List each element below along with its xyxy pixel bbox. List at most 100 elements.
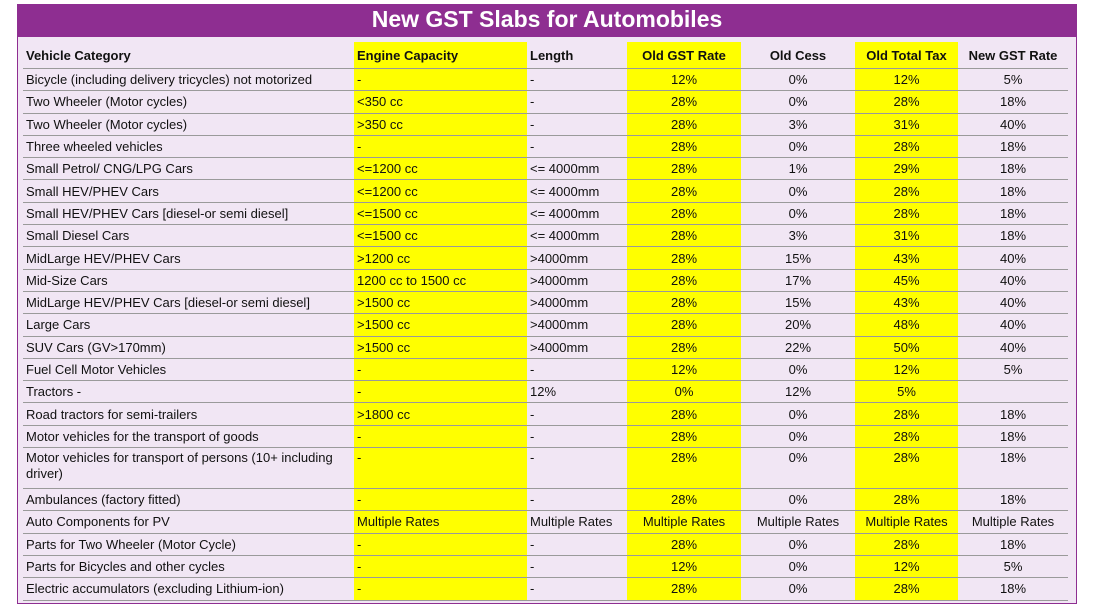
table-cell: 28%: [627, 402, 741, 426]
table-row: Motor vehicles for the transport of good…: [23, 425, 1068, 449]
table-cell: 28%: [627, 224, 741, 248]
table-cell: >1500 cc: [354, 336, 527, 359]
table-cell: 43%: [855, 291, 958, 315]
table-cell: 0%: [741, 533, 855, 556]
table-cell: Multiple Rates: [527, 510, 627, 534]
table-cell: >1200 cc: [354, 246, 527, 270]
table-cell: Parts for Bicycles and other cycles: [23, 555, 354, 579]
table-cell: Electric accumulators (excluding Lithium…: [23, 577, 354, 601]
table-cell: 28%: [627, 135, 741, 159]
table-cell: 40%: [958, 313, 1068, 337]
table-cell: Motor vehicles for the transport of good…: [23, 425, 354, 449]
table-cell: -: [354, 425, 527, 449]
table-cell: 12%: [855, 68, 958, 92]
table-row: Tractors - -12% 0% 12% 5%: [23, 380, 1068, 404]
page-title: New GST Slabs for Automobiles: [17, 4, 1077, 37]
table-cell: -: [354, 555, 527, 579]
table-cell: 0%: [741, 402, 855, 426]
table-cell: Bicycle (including delivery tricycles) n…: [23, 68, 354, 92]
column-header: Old GST Rate: [627, 42, 741, 69]
table-cell: Multiple Rates: [627, 510, 741, 534]
table-cell: 28%: [627, 269, 741, 292]
table-row: Electric accumulators (excluding Lithium…: [23, 577, 1068, 601]
table-cell: 18%: [958, 425, 1068, 449]
table-cell: >1500 cc: [354, 291, 527, 315]
table-cell: Three wheeled vehicles: [23, 135, 354, 159]
table-cell: Small HEV/PHEV Cars [diesel-or semi dies…: [23, 202, 354, 226]
table-cell: 20%: [741, 313, 855, 337]
table-cell: 0%: [741, 358, 855, 382]
table-cell: 45%: [855, 269, 958, 292]
table-cell: 0%: [627, 380, 741, 404]
table-cell: <= 4000mm: [527, 202, 627, 226]
table-cell: 5%: [958, 68, 1068, 92]
table-cell: 22%: [741, 336, 855, 359]
table-cell: -: [527, 447, 627, 490]
table-cell: 12%: [741, 380, 855, 404]
table-cell: [958, 380, 1068, 404]
table-cell: 28%: [627, 488, 741, 512]
table-cell: 3%: [741, 113, 855, 136]
table-cell: 0%: [741, 555, 855, 579]
table-cell: Small Petrol/ CNG/LPG Cars: [23, 157, 354, 181]
table-cell: 28%: [855, 90, 958, 114]
table-cell: -: [527, 68, 627, 92]
table-cell: 12%: [627, 555, 741, 579]
table-cell: >4000mm: [527, 291, 627, 315]
table-cell: 50%: [855, 336, 958, 359]
table-cell: Parts for Two Wheeler (Motor Cycle): [23, 533, 354, 556]
table-cell: -: [527, 577, 627, 601]
table-cell: 28%: [627, 202, 741, 226]
table-cell: >1500 cc: [354, 313, 527, 337]
column-header: Length: [527, 42, 627, 69]
table-cell: 0%: [741, 577, 855, 601]
table-cell: 18%: [958, 447, 1068, 490]
table-cell: 18%: [958, 577, 1068, 601]
table-cell: 29%: [855, 157, 958, 181]
table-cell: 12%: [627, 68, 741, 92]
table-row: Small Petrol/ CNG/LPG Cars <=1200 cc <= 40…: [23, 157, 1068, 181]
table-cell: 28%: [855, 135, 958, 159]
table-cell: 31%: [855, 224, 958, 248]
table-cell: >1800 cc: [354, 402, 527, 426]
table-row: Auto Components for PV Multiple Rates Mult…: [23, 510, 1068, 534]
table-row: Fuel Cell Motor Vehicles - -12% 0% 12% 5%: [23, 358, 1068, 382]
table-cell: 5%: [958, 358, 1068, 382]
column-header: Vehicle Category: [23, 42, 354, 69]
table-cell: <=1200 cc: [354, 157, 527, 181]
table-cell: 40%: [958, 336, 1068, 359]
table-cell: 18%: [958, 224, 1068, 248]
table-cell: 15%: [741, 291, 855, 315]
table-cell: 28%: [627, 291, 741, 315]
table-cell: 28%: [855, 179, 958, 203]
table-row: Parts for Bicycles and other cycles - -12%…: [23, 555, 1068, 579]
table-cell: Multiple Rates: [354, 510, 527, 534]
table-cell: -: [354, 447, 527, 490]
column-header: New GST Rate: [958, 42, 1068, 69]
table-cell: -: [527, 90, 627, 114]
table-cell: 28%: [855, 533, 958, 556]
table-cell: Two Wheeler (Motor cycles): [23, 90, 354, 114]
table-cell: >4000mm: [527, 336, 627, 359]
table-cell: 28%: [855, 402, 958, 426]
table-cell: SUV Cars (GV>170mm): [23, 336, 354, 359]
table-cell: 3%: [741, 224, 855, 248]
column-header: Old Total Tax: [855, 42, 958, 69]
table-row: Two Wheeler (Motor cycles) >350 cc -28% 3% 3…: [23, 113, 1068, 136]
table-cell: 0%: [741, 488, 855, 512]
table-cell: 17%: [741, 269, 855, 292]
table-row: Large Cars >1500 cc >4000mm 28% 20% 48% 40%: [23, 313, 1068, 337]
table-cell: Ambulances (factory fitted): [23, 488, 354, 512]
table-cell: Small HEV/PHEV Cars: [23, 179, 354, 203]
table-cell: -: [354, 488, 527, 512]
table-cell: <= 4000mm: [527, 157, 627, 181]
table-cell: 12%: [855, 358, 958, 382]
table-cell: 28%: [627, 447, 741, 490]
table-cell: 15%: [741, 246, 855, 270]
table-cell: Multiple Rates: [741, 510, 855, 534]
table-cell: 28%: [855, 425, 958, 449]
table-cell: >4000mm: [527, 313, 627, 337]
table-cell: 18%: [958, 402, 1068, 426]
table-cell: Fuel Cell Motor Vehicles: [23, 358, 354, 382]
table-cell: 28%: [627, 179, 741, 203]
